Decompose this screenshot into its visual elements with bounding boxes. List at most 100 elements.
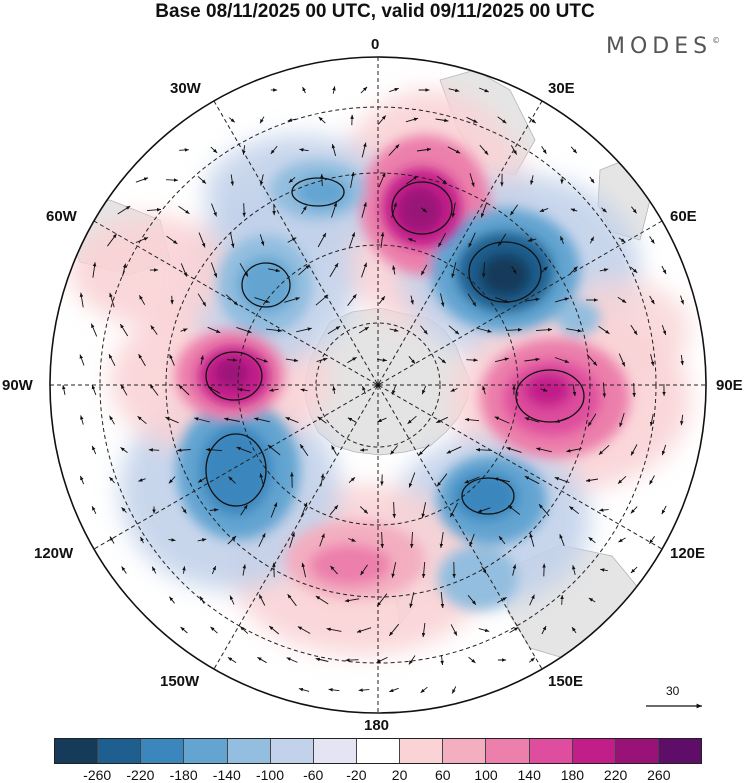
wind-vector	[505, 328, 523, 332]
wind-vector	[468, 232, 476, 248]
colorbar-segment-6	[313, 739, 357, 763]
wind-vector	[240, 504, 248, 516]
wind-vector	[166, 178, 178, 182]
wind-vector	[436, 416, 448, 424]
wind-vector	[284, 297, 300, 303]
wind-vector	[554, 357, 570, 363]
wind-vector	[224, 417, 240, 422]
wind-vector	[302, 86, 306, 94]
wind-vector	[179, 148, 189, 152]
wind-vector	[600, 568, 608, 572]
wind-vector	[359, 506, 369, 514]
wind-vector	[376, 593, 388, 607]
wind-vector	[599, 268, 609, 272]
wind-vector	[178, 205, 190, 215]
wind-vector	[328, 688, 340, 692]
wind-vector	[301, 205, 307, 215]
wind-vector	[287, 118, 297, 122]
wind-vector	[287, 593, 297, 607]
wind-vector	[598, 444, 610, 456]
wind-vector	[421, 502, 427, 518]
wind-vector	[198, 232, 206, 248]
wind-vector	[559, 534, 565, 546]
wind-vector	[205, 447, 223, 452]
wind-vector	[418, 444, 430, 456]
colorbar	[54, 738, 702, 764]
colorbar-tick-label: 180	[560, 767, 585, 783]
wind-vector	[529, 594, 535, 606]
wind-vector	[448, 325, 460, 335]
wind-vector	[632, 382, 636, 398]
wind-vector	[649, 536, 655, 544]
wind-vector	[468, 656, 476, 664]
colorbar-tick-label: -220	[126, 767, 155, 783]
wind-vector	[380, 531, 384, 549]
wind-vector	[296, 327, 312, 333]
wind-vector	[315, 294, 329, 306]
wind-vector	[572, 565, 576, 575]
wind-vector	[178, 384, 190, 396]
wind-vector	[630, 266, 638, 274]
wind-vector	[79, 475, 85, 485]
wind-vector	[587, 413, 597, 427]
wind-vector	[680, 295, 684, 305]
wind-vector	[299, 444, 309, 456]
wind-vector	[197, 293, 207, 307]
longitude-label-90e: 90E	[716, 377, 743, 394]
wind-vector	[320, 173, 324, 187]
longitude-label-150e: 150E	[548, 673, 584, 690]
wind-vector	[267, 444, 281, 456]
wind-vector	[661, 265, 667, 275]
wind-vector	[467, 595, 477, 605]
colorbar-tick-label: 140	[517, 767, 541, 783]
wind-vector	[169, 354, 175, 366]
wind-vector	[138, 295, 146, 305]
wind-vector	[301, 562, 307, 578]
wind-vector	[117, 205, 131, 215]
wind-vector	[586, 354, 598, 366]
wind-vector	[135, 177, 149, 183]
wind-vector	[477, 507, 491, 513]
wind-vector	[649, 236, 655, 244]
wind-vector	[109, 292, 115, 308]
wind-vector	[405, 117, 419, 123]
wind-vector	[259, 473, 265, 487]
wind-vector	[451, 686, 457, 694]
wind-vector	[80, 415, 84, 425]
longitude-label-60e: 60E	[670, 208, 697, 225]
wind-vector	[318, 116, 326, 124]
wind-vector	[180, 328, 188, 332]
wind-vector	[475, 448, 493, 452]
wind-vector	[258, 594, 266, 606]
colorbar-segment-9	[443, 739, 487, 763]
wind-vector	[439, 532, 444, 548]
wind-vector	[436, 473, 448, 487]
wind-vector	[197, 477, 207, 483]
wind-vector	[554, 476, 570, 484]
longitude-label-150w: 150W	[160, 673, 200, 690]
wind-vector	[420, 264, 428, 276]
wind-vector	[464, 417, 480, 422]
wind-vector	[410, 295, 414, 305]
wind-vector	[238, 387, 250, 392]
wind-vector	[529, 657, 535, 663]
wind-vector	[541, 145, 547, 155]
colorbar-segment-2	[141, 739, 185, 763]
wind-vector	[391, 385, 397, 395]
wind-vector	[391, 562, 397, 578]
wind-vector	[389, 687, 399, 693]
wind-vector	[528, 116, 536, 124]
wind-vector	[180, 263, 188, 277]
wind-vector	[512, 564, 517, 576]
wind-vector	[331, 445, 337, 455]
wind-vector	[344, 598, 360, 603]
wind-vector	[618, 537, 626, 543]
wind-vector	[409, 531, 414, 549]
wind-vector	[298, 687, 310, 692]
wind-vector	[239, 626, 249, 634]
wind-vector	[92, 262, 97, 278]
colorbar-segment-0	[55, 739, 99, 763]
wind-vector	[347, 294, 357, 306]
wind-vector	[210, 146, 218, 154]
